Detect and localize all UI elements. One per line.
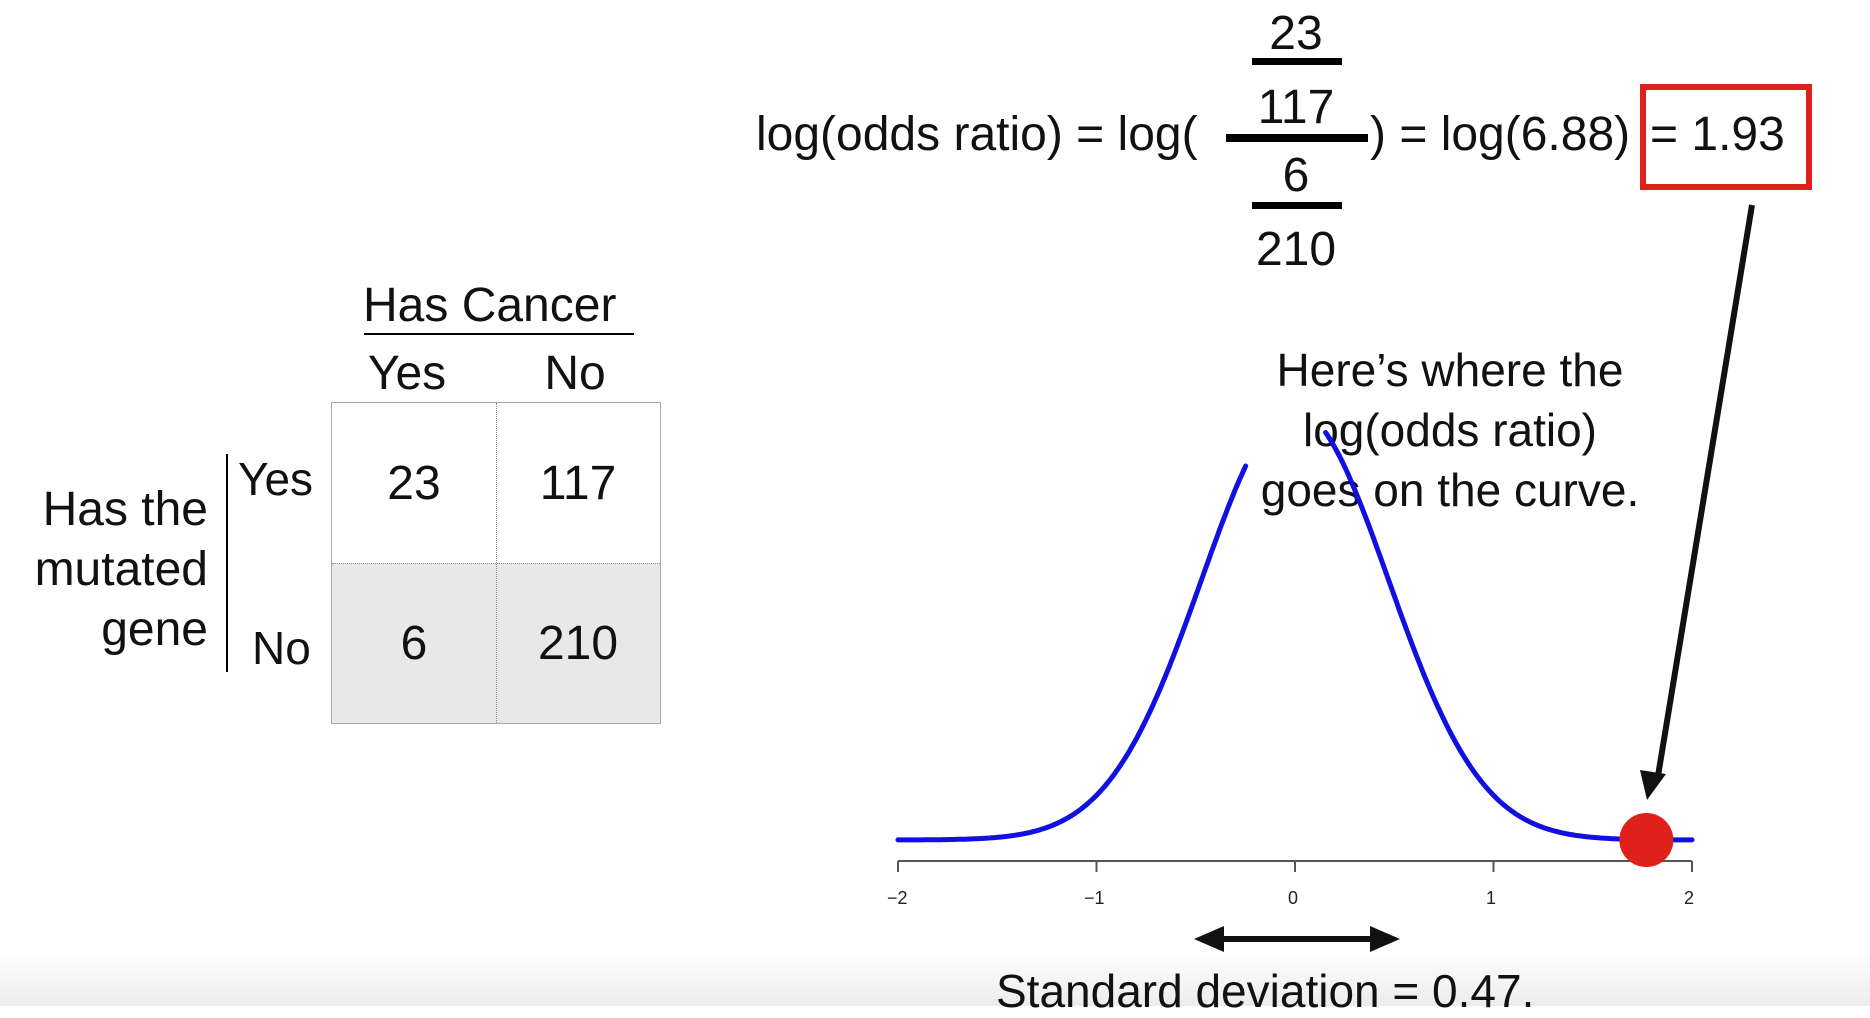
main-fraction-bar [1226, 134, 1368, 142]
side-label-line-2: mutated [34, 543, 208, 596]
contingency-grid: 23 117 6 210 [331, 402, 661, 724]
formula-lhs: log(odds ratio) = log( [756, 108, 1198, 161]
row-header-yes: Yes [238, 453, 314, 505]
row-header-no: No [252, 622, 311, 674]
numerator-bottom: 117 [1257, 81, 1335, 134]
formula-middle: ) = log(6.88) [1370, 108, 1631, 161]
denominator-top: 6 [1282, 149, 1310, 202]
normal-curve-left [895, 463, 1249, 843]
table-title-underline [364, 333, 634, 335]
denominator-fraction-bar [1252, 202, 1342, 209]
x-tick-label-neg1: −1 [1084, 888, 1105, 908]
cell-yes-yes: 23 [387, 456, 441, 510]
denominator-bottom: 210 [1255, 223, 1337, 276]
side-label-line-1: Has the [42, 483, 208, 536]
annotation-line-1: Here’s where the [1276, 344, 1624, 396]
formula-result: = 1.93 [1650, 108, 1785, 161]
table-title: Has Cancer [363, 279, 617, 332]
annotation-line-3: goes on the curve. [1260, 464, 1640, 516]
sd-arrow-left-head [1194, 926, 1224, 952]
x-tick-label-neg2: −2 [887, 888, 908, 908]
cell-yes-no: 117 [539, 456, 617, 510]
col-header-yes: Yes [367, 347, 447, 400]
x-tick-label-0: 0 [1288, 888, 1299, 908]
result-highlight-box [1640, 84, 1812, 190]
cell-no-yes: 6 [400, 616, 428, 670]
cell-no-no: 210 [537, 616, 619, 670]
sd-label: Standard deviation = 0.47. [996, 965, 1535, 1017]
bottom-fade [0, 950, 1870, 1006]
col-header-no: No [544, 347, 606, 400]
numerator-top: 23 [1269, 7, 1323, 60]
x-tick-label-1: 1 [1486, 888, 1497, 908]
side-label-line-3: gene [101, 603, 208, 656]
grid-horizontal-divider [332, 563, 660, 564]
row-bracket-line [226, 454, 228, 672]
annotation-line-2: log(odds ratio) [1302, 404, 1598, 456]
x-axis-ticks [897, 861, 1693, 872]
pointer-arrow-head [1640, 770, 1666, 800]
x-tick-label-2: 2 [1684, 888, 1695, 908]
sd-arrow-right-head [1370, 926, 1400, 952]
log-odds-ratio-point [1619, 813, 1674, 867]
numerator-fraction-bar [1252, 58, 1342, 65]
